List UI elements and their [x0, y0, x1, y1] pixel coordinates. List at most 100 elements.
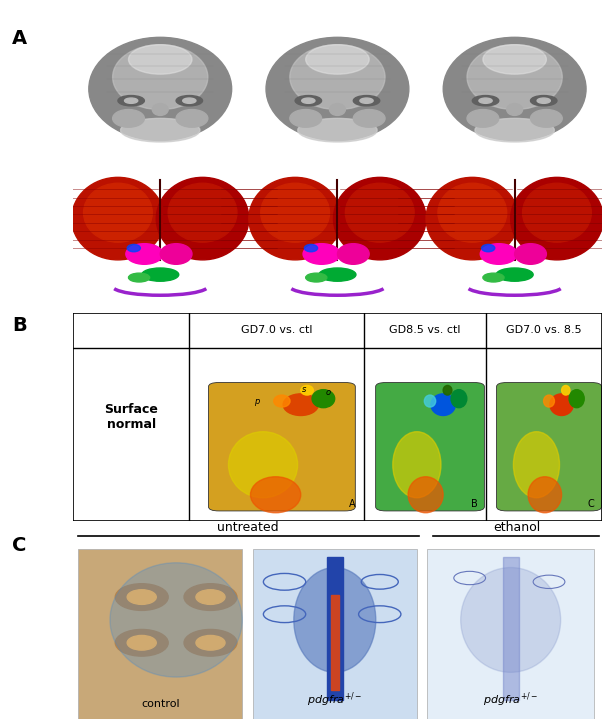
Ellipse shape [569, 390, 584, 408]
Bar [427, 549, 594, 719]
Text: A: A [12, 29, 27, 47]
Bar [331, 595, 339, 690]
Ellipse shape [298, 119, 377, 142]
Ellipse shape [161, 244, 192, 265]
Ellipse shape [443, 37, 586, 140]
Ellipse shape [116, 584, 168, 610]
Text: $pdgfra^{+/-}$: $pdgfra^{+/-}$ [307, 691, 362, 710]
Ellipse shape [196, 636, 225, 650]
Text: untreated: untreated [216, 521, 278, 534]
Text: Control: Control [137, 284, 183, 298]
Text: GD8.5 vs. ctl: GD8.5 vs. ctl [389, 326, 460, 336]
Ellipse shape [127, 636, 156, 650]
Ellipse shape [305, 244, 317, 252]
Ellipse shape [127, 244, 140, 252]
Ellipse shape [283, 394, 319, 416]
Bar [327, 557, 343, 700]
Ellipse shape [443, 385, 452, 395]
Ellipse shape [229, 431, 297, 498]
Ellipse shape [528, 477, 562, 513]
Ellipse shape [110, 563, 242, 677]
FancyBboxPatch shape [209, 383, 355, 511]
Ellipse shape [461, 567, 561, 672]
Ellipse shape [176, 109, 208, 127]
Ellipse shape [290, 45, 385, 109]
Ellipse shape [250, 477, 301, 513]
Ellipse shape [393, 431, 441, 498]
Ellipse shape [156, 178, 249, 260]
Ellipse shape [266, 37, 409, 140]
Text: B: B [471, 499, 478, 509]
Ellipse shape [496, 268, 533, 281]
Text: A: A [350, 499, 356, 509]
Ellipse shape [480, 244, 517, 265]
Text: GD7.0 vs. ctl: GD7.0 vs. ctl [241, 326, 313, 336]
Ellipse shape [511, 178, 603, 260]
Text: GD8.5 EtOH: GD8.5 EtOH [477, 284, 552, 298]
Ellipse shape [345, 183, 414, 242]
Ellipse shape [72, 178, 164, 260]
Ellipse shape [128, 273, 150, 282]
Ellipse shape [128, 45, 192, 74]
Ellipse shape [482, 244, 495, 252]
Ellipse shape [479, 98, 492, 104]
Ellipse shape [303, 244, 340, 265]
Text: p: p [254, 397, 260, 406]
Ellipse shape [126, 244, 163, 265]
Ellipse shape [112, 109, 144, 127]
Text: control: control [141, 700, 179, 710]
Ellipse shape [116, 629, 168, 656]
Text: s: s [302, 385, 306, 393]
Ellipse shape [451, 390, 467, 408]
Ellipse shape [302, 98, 315, 104]
Ellipse shape [467, 109, 499, 127]
Ellipse shape [353, 109, 385, 127]
Ellipse shape [184, 584, 237, 610]
Ellipse shape [438, 183, 506, 242]
Ellipse shape [562, 385, 570, 395]
Ellipse shape [472, 96, 499, 106]
Ellipse shape [424, 395, 436, 407]
Ellipse shape [483, 273, 504, 282]
Ellipse shape [274, 395, 290, 407]
Ellipse shape [537, 98, 550, 104]
FancyBboxPatch shape [376, 383, 485, 511]
Ellipse shape [506, 104, 523, 116]
Bar [503, 557, 519, 700]
Ellipse shape [513, 431, 559, 498]
Ellipse shape [337, 244, 369, 265]
Text: GD7.0 vs. 8.5: GD7.0 vs. 8.5 [506, 326, 581, 336]
Ellipse shape [306, 45, 369, 74]
Ellipse shape [483, 45, 547, 74]
Ellipse shape [426, 178, 519, 260]
Ellipse shape [514, 244, 547, 265]
Ellipse shape [127, 590, 156, 605]
Ellipse shape [120, 119, 200, 142]
Ellipse shape [531, 109, 562, 127]
Text: C: C [587, 499, 594, 509]
Ellipse shape [142, 268, 179, 281]
Ellipse shape [306, 273, 327, 282]
Ellipse shape [183, 98, 196, 104]
Ellipse shape [522, 183, 592, 242]
Ellipse shape [112, 45, 208, 109]
Ellipse shape [89, 37, 232, 140]
Text: $pdgfra^{+/-}$: $pdgfra^{+/-}$ [483, 691, 538, 710]
Ellipse shape [360, 98, 373, 104]
Ellipse shape [249, 178, 342, 260]
Ellipse shape [294, 567, 376, 672]
Ellipse shape [301, 385, 313, 395]
Ellipse shape [330, 104, 345, 116]
Ellipse shape [290, 109, 322, 127]
Text: Surface
normal: Surface normal [104, 403, 158, 431]
Ellipse shape [333, 178, 426, 260]
Ellipse shape [319, 268, 356, 281]
Ellipse shape [168, 183, 237, 242]
Ellipse shape [544, 395, 554, 407]
Ellipse shape [467, 45, 562, 109]
Ellipse shape [118, 96, 144, 106]
Ellipse shape [408, 477, 443, 513]
Text: B: B [12, 316, 27, 335]
Ellipse shape [152, 104, 168, 116]
Text: ethanol: ethanol [494, 521, 541, 534]
